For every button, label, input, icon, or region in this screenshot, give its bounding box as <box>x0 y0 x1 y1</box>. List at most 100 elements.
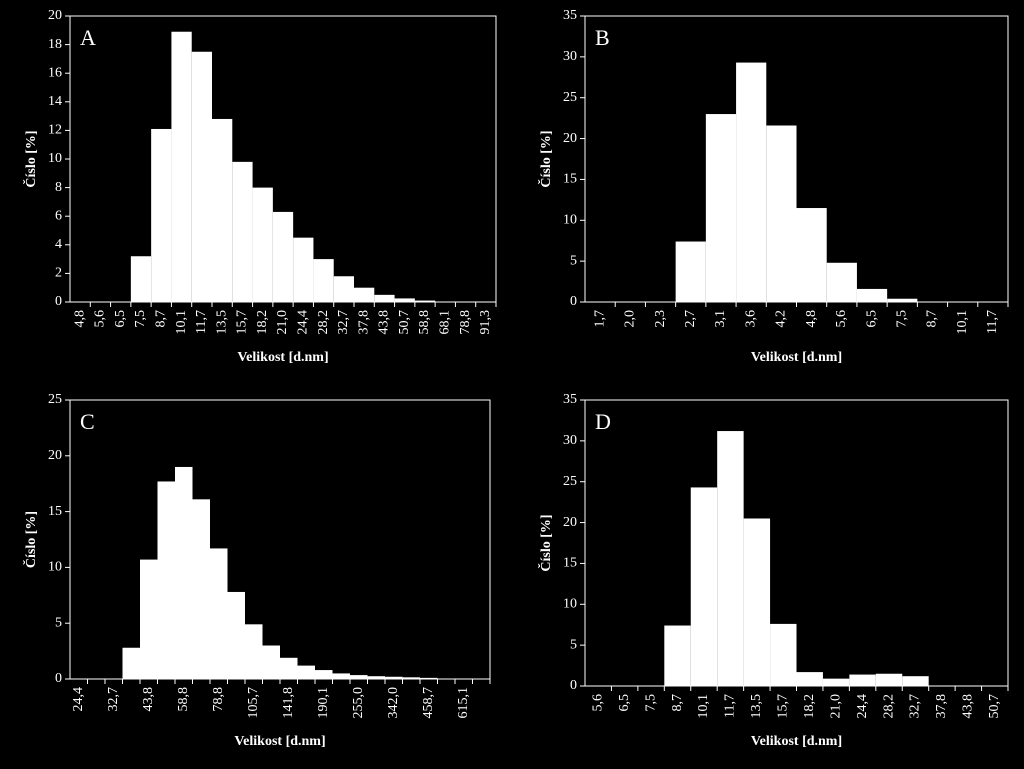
bar <box>212 118 233 303</box>
x-tick-label: 32,7 <box>908 694 923 719</box>
bar <box>736 62 767 302</box>
y-tick-label: 20 <box>48 8 62 23</box>
y-tick-label: 5 <box>570 637 577 652</box>
x-tick-label: 78,8 <box>458 310 473 335</box>
bar <box>175 466 193 679</box>
plot-frame <box>69 399 491 680</box>
bar <box>856 288 888 302</box>
x-tick-label: 190,1 <box>316 687 331 719</box>
x-tick-label: 10,1 <box>955 310 970 335</box>
x-tick-label: 458,7 <box>421 687 436 719</box>
x-tick-label: 6,5 <box>864 310 879 328</box>
y-axis-title: Číslo [%] <box>537 130 554 187</box>
bar <box>675 241 706 302</box>
y-tick-label: 15 <box>563 172 577 187</box>
x-tick-label: 8,7 <box>925 310 940 328</box>
y-axis-title: Číslo [%] <box>22 511 39 568</box>
y-tick-label: 0 <box>570 294 577 309</box>
y-tick-label: 18 <box>48 37 62 52</box>
x-tick-label: 21,0 <box>275 310 290 335</box>
bar <box>210 548 228 679</box>
x-axis-title: Velikost [d.nm] <box>751 734 842 749</box>
plot-frame <box>69 15 497 303</box>
chart: 24,4 32,7 43,8 58,8 78,8 105,7 141,8 190,1 255,0… <box>22 392 491 749</box>
bar <box>875 673 903 686</box>
bar <box>394 298 415 302</box>
bar <box>796 208 827 302</box>
x-tick-label: 13,5 <box>214 310 229 335</box>
bar <box>313 259 334 302</box>
bar <box>280 657 298 679</box>
x-tick-label: 11,7 <box>723 694 738 718</box>
x-tick-label: 15,7 <box>776 694 791 719</box>
x-tick-label: 21,0 <box>828 694 843 719</box>
y-tick-label: 30 <box>563 433 577 448</box>
x-tick-label: 58,8 <box>176 687 191 712</box>
y-tick-label: 25 <box>48 392 62 407</box>
x-tick-label: 78,8 <box>211 687 226 712</box>
x-tick-label: 15,7 <box>235 310 250 335</box>
x-tick-label: 10,1 <box>696 694 711 719</box>
x-tick-label: 4,8 <box>72 310 87 328</box>
x-tick-label: 255,0 <box>351 687 366 719</box>
x-tick-label: 1,7 <box>592 310 607 328</box>
y-tick-label: 6 <box>55 208 62 223</box>
y-tick-label: 35 <box>563 8 577 23</box>
y-tick-label: 14 <box>48 94 62 109</box>
y-tick-label: 20 <box>563 131 577 146</box>
bar <box>315 670 333 679</box>
bar <box>227 591 245 679</box>
y-tick-label: 5 <box>570 253 577 268</box>
x-tick-label: 11,7 <box>985 310 1000 334</box>
x-tick-label: 105,7 <box>246 687 261 719</box>
y-tick-label: 10 <box>48 151 62 166</box>
annotation: D <box>595 409 611 434</box>
y-tick-label: 30 <box>563 49 577 64</box>
x-tick-label: 8,7 <box>670 694 685 712</box>
y-tick-label: 20 <box>563 515 577 530</box>
bar <box>122 647 140 679</box>
x-tick-label: 37,8 <box>356 310 371 335</box>
bar <box>191 51 212 302</box>
bar <box>717 431 744 686</box>
x-tick-label: 24,4 <box>855 694 870 719</box>
x-tick-label: 6,5 <box>617 694 632 712</box>
bar <box>826 262 857 302</box>
plot-frame <box>584 15 1009 303</box>
y-tick-label: 0 <box>570 678 577 693</box>
plot-frame <box>584 399 1009 687</box>
bar <box>297 665 315 679</box>
x-tick-label: 13,5 <box>749 694 764 719</box>
bar <box>354 287 375 302</box>
bar <box>232 161 253 302</box>
bar <box>414 300 436 302</box>
x-tick-label: 3,1 <box>713 310 728 328</box>
y-axis-title: Číslo [%] <box>22 130 39 187</box>
bar <box>157 481 175 679</box>
y-tick-label: 0 <box>55 294 62 309</box>
x-tick-label: 5,6 <box>590 694 605 712</box>
bar <box>420 677 438 679</box>
x-tick-label: 7,5 <box>894 310 909 328</box>
y-axis-title: Číslo [%] <box>537 514 554 571</box>
x-tick-label: 3,6 <box>743 310 758 328</box>
x-tick-label: 24,4 <box>296 310 311 335</box>
bar <box>293 237 314 302</box>
x-tick-label: 32,7 <box>106 687 121 712</box>
bar <box>367 676 385 679</box>
bar <box>252 187 273 302</box>
x-tick-label: 7,5 <box>133 310 148 328</box>
bar <box>385 676 403 679</box>
y-tick-label: 15 <box>48 504 62 519</box>
bar <box>262 645 280 679</box>
y-tick-label: 10 <box>563 213 577 228</box>
x-tick-label: 50,7 <box>987 694 1002 719</box>
y-tick-label: 25 <box>563 90 577 105</box>
x-tick-label: 8,7 <box>154 310 169 328</box>
x-tick-label: 28,2 <box>316 310 331 335</box>
bar <box>822 678 850 686</box>
x-tick-label: 342,0 <box>386 687 401 719</box>
y-tick-label: 5 <box>55 615 62 630</box>
bar <box>332 673 350 679</box>
